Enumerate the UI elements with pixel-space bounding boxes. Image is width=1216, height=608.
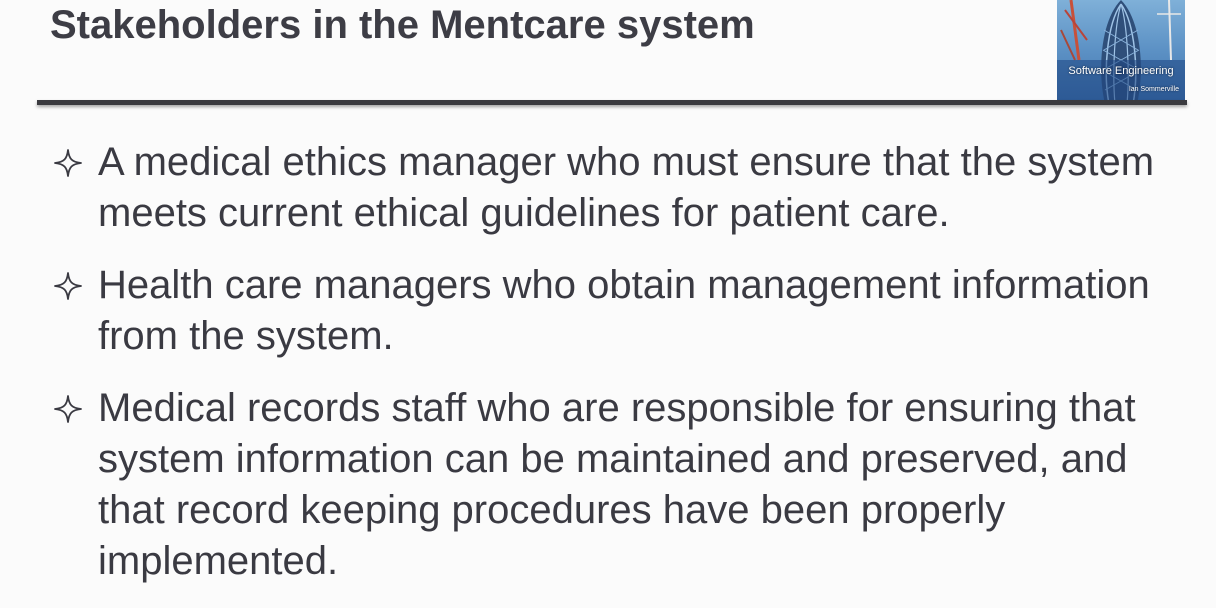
bullet-item: Medical records staff who are responsibl… [52, 383, 1172, 587]
title-divider [37, 100, 1187, 105]
four-point-star-icon [52, 260, 84, 311]
book-cover-title: Software Engineering [1068, 65, 1174, 77]
bullet-list: A medical ethics manager who must ensure… [52, 137, 1172, 608]
bullet-item: A medical ethics manager who must ensure… [52, 137, 1172, 239]
bullet-text: Medical records staff who are responsibl… [98, 386, 1136, 583]
four-point-star-icon [52, 383, 84, 434]
slide-title: Stakeholders in the Mentcare system [50, 3, 755, 47]
gherkin-building-icon [1057, 0, 1185, 104]
book-cover-author: Ian Sommerville [1128, 86, 1179, 93]
book-cover-image: Software Engineering Ian Sommerville [1057, 0, 1185, 104]
four-point-star-icon [52, 137, 84, 188]
bullet-text: Health care managers who obtain manageme… [98, 263, 1150, 358]
bullet-item: Health care managers who obtain manageme… [52, 260, 1172, 362]
bullet-text: A medical ethics manager who must ensure… [98, 140, 1155, 235]
